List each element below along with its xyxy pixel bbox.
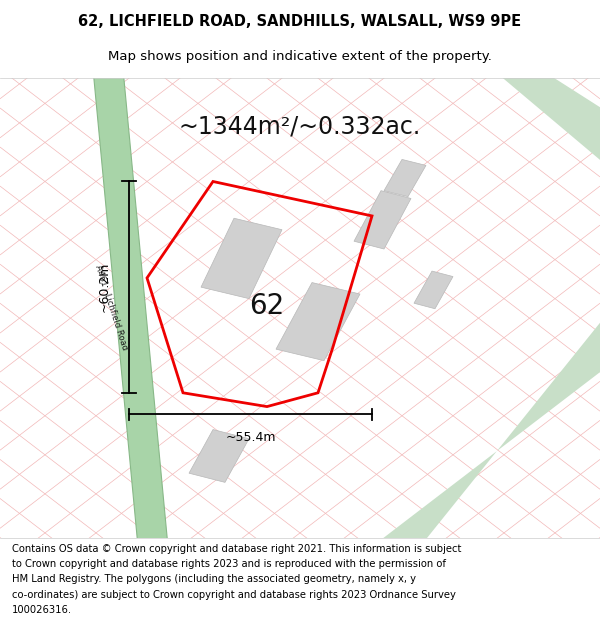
Polygon shape xyxy=(354,191,411,249)
Polygon shape xyxy=(93,69,168,547)
Polygon shape xyxy=(372,308,600,547)
Text: 62: 62 xyxy=(250,291,284,319)
Polygon shape xyxy=(492,69,600,170)
Text: co-ordinates) are subject to Crown copyright and database rights 2023 Ordnance S: co-ordinates) are subject to Crown copyr… xyxy=(12,589,456,599)
Text: Contains OS data © Crown copyright and database right 2021. This information is : Contains OS data © Crown copyright and d… xyxy=(12,544,461,554)
Text: ~60.2m: ~60.2m xyxy=(97,262,110,312)
Polygon shape xyxy=(276,282,360,361)
Text: ~1344m²/~0.332ac.: ~1344m²/~0.332ac. xyxy=(179,114,421,138)
Text: 62, LICHFIELD ROAD, SANDHILLS, WALSALL, WS9 9PE: 62, LICHFIELD ROAD, SANDHILLS, WALSALL, … xyxy=(79,14,521,29)
Text: to Crown copyright and database rights 2023 and is reproduced with the permissio: to Crown copyright and database rights 2… xyxy=(12,559,446,569)
Polygon shape xyxy=(201,218,282,299)
Text: A461 - Lichfield Road: A461 - Lichfield Road xyxy=(93,264,129,351)
Polygon shape xyxy=(384,159,426,197)
Text: 100026316.: 100026316. xyxy=(12,605,72,615)
Polygon shape xyxy=(414,271,453,309)
Text: Map shows position and indicative extent of the property.: Map shows position and indicative extent… xyxy=(108,50,492,62)
Polygon shape xyxy=(189,429,249,483)
Text: ~55.4m: ~55.4m xyxy=(225,431,276,444)
Text: HM Land Registry. The polygons (including the associated geometry, namely x, y: HM Land Registry. The polygons (includin… xyxy=(12,574,416,584)
